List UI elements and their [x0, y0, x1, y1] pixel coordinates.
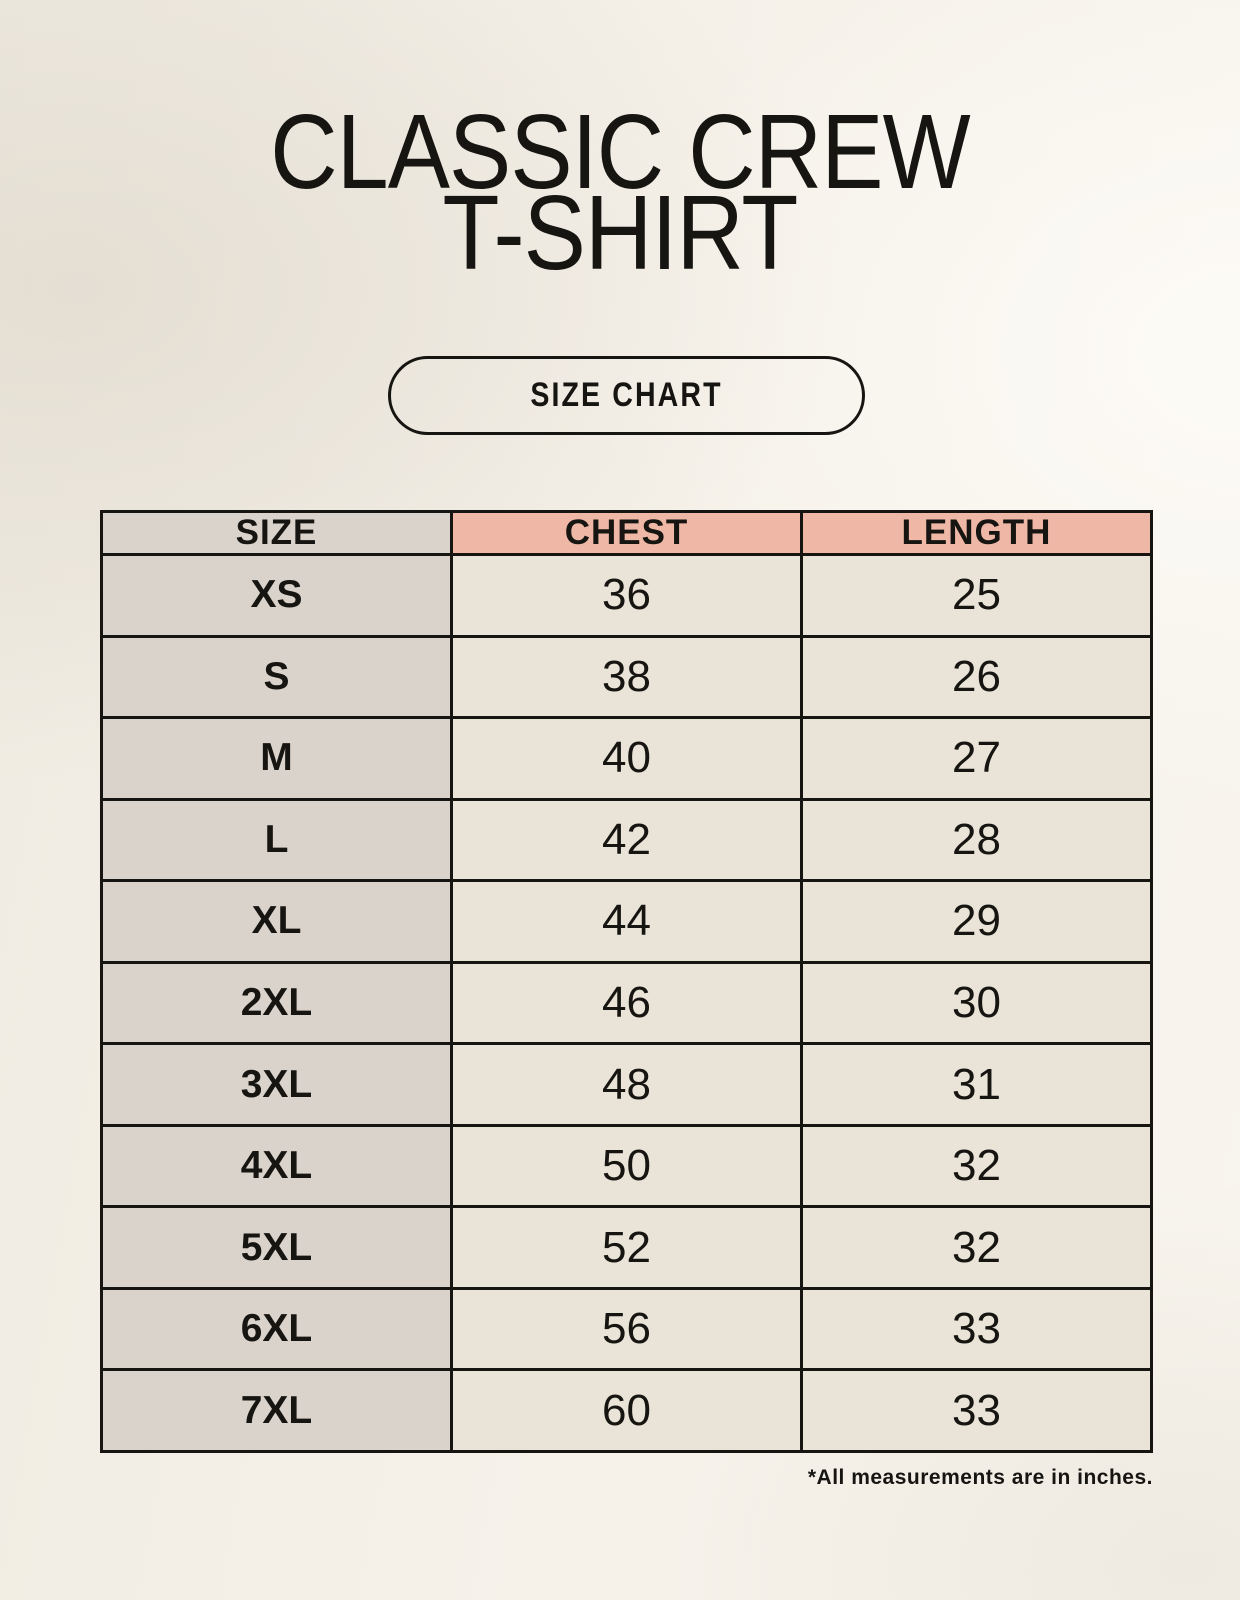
length-value-cell: 32 — [800, 1205, 1153, 1290]
table-row: XS 36 25 — [100, 553, 1153, 638]
chest-value-cell: 60 — [450, 1368, 803, 1454]
size-label-cell: M — [100, 716, 453, 801]
length-value-cell: 33 — [800, 1286, 1153, 1372]
size-label-cell: 2XL — [100, 960, 453, 1046]
content-area: SIZE CHART SIZE CHEST LENGTH XS 36 25 S 38 26… — [100, 356, 1153, 1490]
measurements-footnote: *All measurements are in inches. — [807, 1466, 1153, 1490]
chest-value-cell: 46 — [450, 960, 803, 1046]
size-label-cell: 6XL — [100, 1286, 453, 1372]
chest-value-cell: 50 — [450, 1123, 803, 1209]
table-row: L 42 28 — [100, 797, 1153, 883]
size-label-cell: 3XL — [100, 1042, 453, 1127]
chest-value-cell: 42 — [450, 797, 803, 883]
chest-value-cell: 52 — [450, 1205, 803, 1290]
table-body: XS 36 25 S 38 26 M 40 27 L 42 28 XL 44 29 2XL 46 30 3XL 48 3… — [100, 553, 1153, 1454]
size-chart-badge: SIZE CHART — [388, 356, 865, 436]
column-header-length: LENGTH — [800, 510, 1153, 557]
chest-value-cell: 36 — [450, 553, 803, 638]
column-header-size: SIZE — [100, 510, 453, 557]
page-title: CLASSIC CREW T-SHIRT — [74, 0, 1165, 292]
size-chart-badge-label: SIZE CHART — [530, 376, 723, 415]
size-label-cell: XS — [100, 553, 453, 638]
title-line-2: T-SHIRT — [442, 173, 799, 292]
size-label-cell: L — [100, 797, 453, 883]
table-row: 6XL 56 33 — [100, 1286, 1153, 1372]
size-chart-table: SIZE CHEST LENGTH XS 36 25 S 38 26 M 40 27 L 42 28 X… — [100, 510, 1153, 1454]
length-value-cell: 30 — [800, 960, 1153, 1046]
length-value-cell: 28 — [800, 797, 1153, 883]
size-label-cell: XL — [100, 879, 453, 964]
title-line-1: CLASSIC CREW — [270, 93, 970, 211]
length-value-cell: 26 — [800, 634, 1153, 720]
size-label-cell: 5XL — [100, 1205, 453, 1290]
chest-value-cell: 44 — [450, 879, 803, 964]
chest-value-cell: 56 — [450, 1286, 803, 1372]
size-label-cell: 4XL — [100, 1123, 453, 1209]
length-value-cell: 29 — [800, 879, 1153, 964]
length-value-cell: 32 — [800, 1123, 1153, 1209]
length-value-cell: 27 — [800, 716, 1153, 801]
table-row: XL 44 29 — [100, 879, 1153, 964]
size-label-cell: S — [100, 634, 453, 720]
length-value-cell: 25 — [800, 553, 1153, 638]
table-row: M 40 27 — [100, 716, 1153, 801]
size-label-cell: 7XL — [100, 1368, 453, 1454]
length-value-cell: 31 — [800, 1042, 1153, 1127]
chest-value-cell: 40 — [450, 716, 803, 801]
table-row: 4XL 50 32 — [100, 1123, 1153, 1209]
table-row: 2XL 46 30 — [100, 960, 1153, 1046]
table-row: 5XL 52 32 — [100, 1205, 1153, 1290]
table-row: S 38 26 — [100, 634, 1153, 720]
table-header: SIZE CHEST LENGTH — [100, 510, 1153, 557]
table-row: 3XL 48 31 — [100, 1042, 1153, 1127]
chest-value-cell: 38 — [450, 634, 803, 720]
header-row: SIZE CHEST LENGTH — [100, 510, 1153, 557]
length-value-cell: 33 — [800, 1368, 1153, 1454]
column-header-chest: CHEST — [450, 510, 803, 557]
chest-value-cell: 48 — [450, 1042, 803, 1127]
table-row: 7XL 60 33 — [100, 1368, 1153, 1454]
